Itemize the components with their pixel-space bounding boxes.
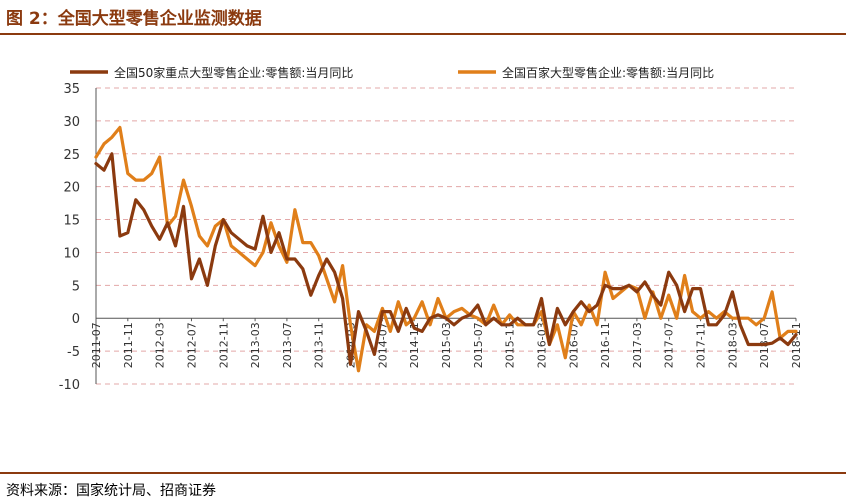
x-tick-label: 2018-11 xyxy=(790,322,803,368)
source-note: 资料来源：国家统计局、招商证券 xyxy=(6,483,216,499)
x-tick-label: 2017-03 xyxy=(631,322,644,368)
x-tick-label: 2013-07 xyxy=(281,322,294,368)
y-tick-label: 0 xyxy=(72,312,80,327)
figure-title: 图 2：全国大型零售企业监测数据 xyxy=(6,9,262,29)
y-tick-label: -10 xyxy=(59,378,80,393)
x-tick-label: 2016-11 xyxy=(599,322,612,368)
series-layer xyxy=(94,125,798,373)
y-tick-label: 5 xyxy=(72,279,80,294)
y-tick-label: 10 xyxy=(63,246,80,261)
bottom-divider xyxy=(0,472,846,474)
x-tick-label: 2014-11 xyxy=(408,322,421,368)
axis-layer: -10 -5 0 5 10 15 20 25 30 35 2011-07 2011-11 2012-03… xyxy=(59,82,803,393)
series-line-1 xyxy=(94,152,798,366)
x-tick-label: 2017-11 xyxy=(695,322,708,368)
x-tick-label: 2012-07 xyxy=(185,322,198,368)
y-tick-label: 35 xyxy=(63,82,80,97)
legend-label-1: 全国50家重点大型零售企业:零售额:当月同比 xyxy=(114,65,353,80)
y-tick-label: 25 xyxy=(63,148,80,163)
x-tick-label: 2015-07 xyxy=(472,322,485,368)
legend-label-2: 全国百家大型零售企业:零售额:当月同比 xyxy=(502,65,714,80)
x-tick-label: 2015-03 xyxy=(440,322,453,368)
y-tick-label: 15 xyxy=(63,214,80,229)
x-tick-label: 2013-11 xyxy=(313,322,326,368)
y-tick-label: -5 xyxy=(67,345,80,360)
y-tick-label: 20 xyxy=(63,181,80,196)
x-tick-label: 2011-11 xyxy=(122,322,135,368)
x-tick-label: 2015-11 xyxy=(504,322,517,368)
top-divider xyxy=(0,33,846,35)
x-tick-label: 2017-07 xyxy=(663,322,676,368)
x-tick-label: 2012-03 xyxy=(154,322,167,368)
x-tick-label: 2013-03 xyxy=(249,322,262,368)
x-tick-label: 2012-11 xyxy=(217,322,230,368)
x-tick-label: 2018-03 xyxy=(726,322,739,368)
x-tick-label: 2011-07 xyxy=(90,322,103,368)
legend: 全国50家重点大型零售企业:零售额:当月同比 全国百家大型零售企业:零售额:当月同… xyxy=(70,65,714,80)
line-chart: -10 -5 0 5 10 15 20 25 30 35 2011-07 2011-11 2012-03… xyxy=(59,65,803,393)
y-tick-label: 30 xyxy=(63,115,80,130)
